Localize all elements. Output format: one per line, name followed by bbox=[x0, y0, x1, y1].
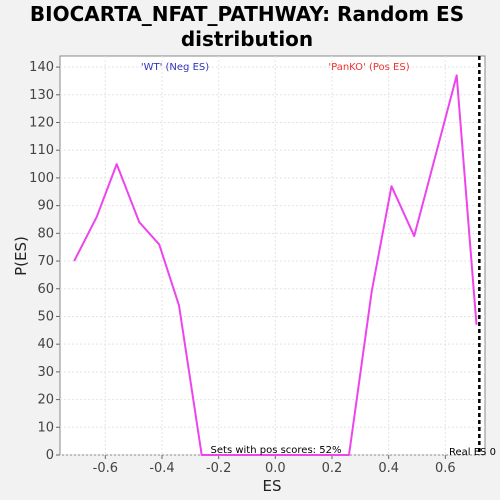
x-axis-ticks: -0.6 -0.4 -0.2 0.0 0.2 0.4 0.6 bbox=[93, 455, 456, 476]
y-tick-label: 110 bbox=[29, 143, 54, 158]
y-tick-label: 120 bbox=[29, 116, 54, 131]
y-tick-label: 40 bbox=[37, 337, 54, 352]
x-tick-label: 0.4 bbox=[378, 461, 399, 476]
real-es-label: Real ES 0 bbox=[449, 447, 496, 458]
chart-title-line2: distribution bbox=[181, 27, 313, 51]
series-group bbox=[73, 74, 478, 456]
y-tick-label: 80 bbox=[37, 226, 54, 241]
y-tick-label: 100 bbox=[29, 171, 54, 186]
x-tick-label: -0.2 bbox=[206, 461, 231, 476]
grid-lines bbox=[60, 56, 485, 456]
x-tick-label: -0.6 bbox=[93, 461, 118, 476]
x-tick-label: 0.0 bbox=[265, 461, 286, 476]
y-tick-label: 0 bbox=[46, 448, 54, 463]
y-axis-label: P(ES) bbox=[12, 236, 30, 276]
y-tick-label: 140 bbox=[29, 60, 54, 75]
y-tick-label: 20 bbox=[37, 393, 54, 408]
pos-scores-note: Sets with pos scores: 52% bbox=[211, 445, 342, 456]
series-line bbox=[73, 74, 478, 456]
plot-area bbox=[59, 55, 486, 456]
y-tick-label: 70 bbox=[37, 254, 54, 269]
x-tick-label: 0.2 bbox=[322, 461, 343, 476]
x-tick-label: -0.4 bbox=[149, 461, 174, 476]
y-tick-label: 50 bbox=[37, 309, 54, 324]
y-axis-ticks: 0 10 20 30 40 50 60 70 80 90 100 110 120 130 140 bbox=[29, 60, 60, 463]
y-tick-label: 60 bbox=[37, 282, 54, 297]
y-tick-label: 90 bbox=[37, 199, 54, 214]
y-tick-label: 130 bbox=[29, 88, 54, 103]
x-tick-label: 0.6 bbox=[435, 461, 456, 476]
y-tick-label: 30 bbox=[37, 365, 54, 380]
x-axis-label: ES bbox=[263, 477, 282, 495]
y-tick-label: 10 bbox=[37, 420, 54, 435]
chart-title-line1: BIOCARTA_NFAT_PATHWAY: Random ES bbox=[30, 2, 464, 26]
pos-es-label: 'PanKO' (Pos ES) bbox=[328, 62, 409, 73]
neg-es-label: 'WT' (Neg ES) bbox=[141, 62, 209, 73]
